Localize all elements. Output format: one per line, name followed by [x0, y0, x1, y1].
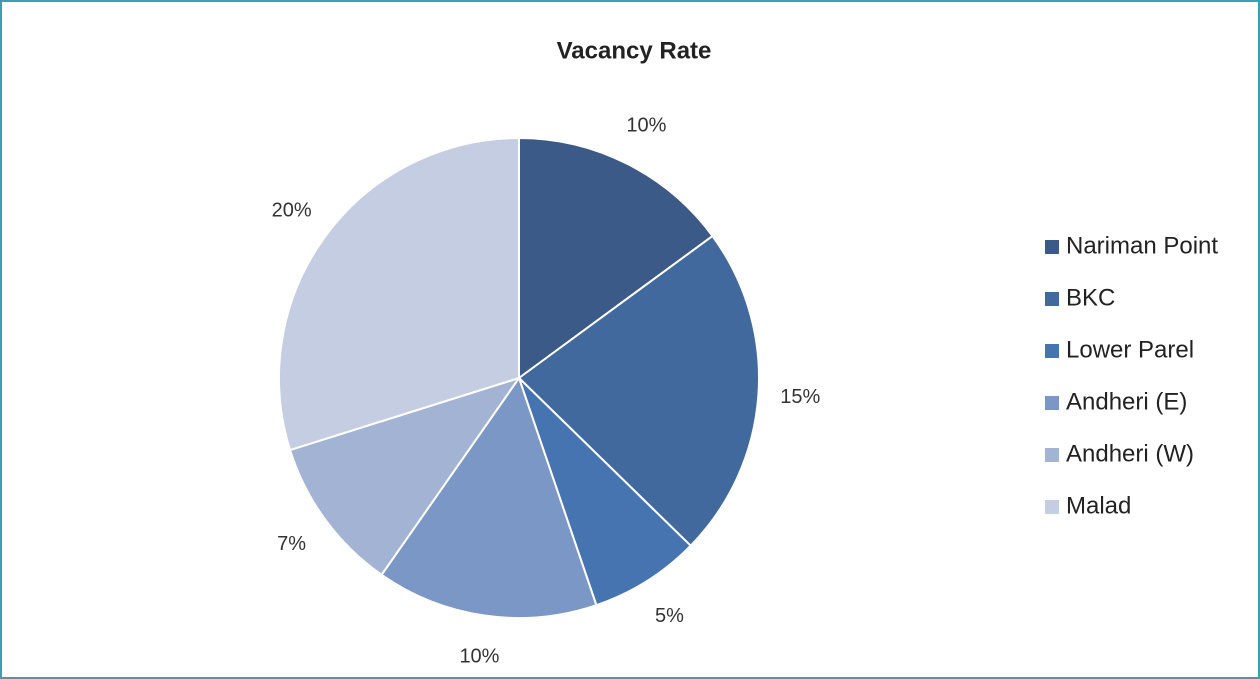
data-label: 15% — [780, 386, 820, 408]
data-label: 10% — [459, 645, 499, 667]
legend-label: Lower Parel — [1066, 336, 1194, 363]
data-label: 5% — [655, 605, 684, 627]
data-label: 20% — [272, 199, 312, 221]
legend-label: Nariman Point — [1066, 232, 1218, 259]
legend-label: BKC — [1066, 284, 1115, 311]
legend-swatch — [1045, 344, 1059, 358]
chart-title: Vacancy Rate — [557, 37, 712, 64]
pie-slice — [517, 234, 760, 548]
data-label: 10% — [626, 115, 666, 137]
legend-swatch — [1045, 448, 1059, 462]
pie-slice — [518, 377, 693, 607]
legend-label: Andheri (W) — [1066, 440, 1194, 467]
legend-swatch — [1045, 240, 1059, 254]
legend-label: Malad — [1066, 492, 1131, 519]
pie-slice — [278, 136, 520, 452]
data-label: 7% — [277, 533, 306, 555]
legend-swatch — [1045, 292, 1059, 306]
legend-swatch — [1045, 396, 1059, 410]
legend-label: Andheri (E) — [1066, 388, 1187, 415]
pie-slice — [380, 375, 598, 619]
legend-swatch — [1045, 500, 1059, 514]
pie-slice — [288, 376, 522, 577]
pie-slice — [518, 136, 714, 380]
